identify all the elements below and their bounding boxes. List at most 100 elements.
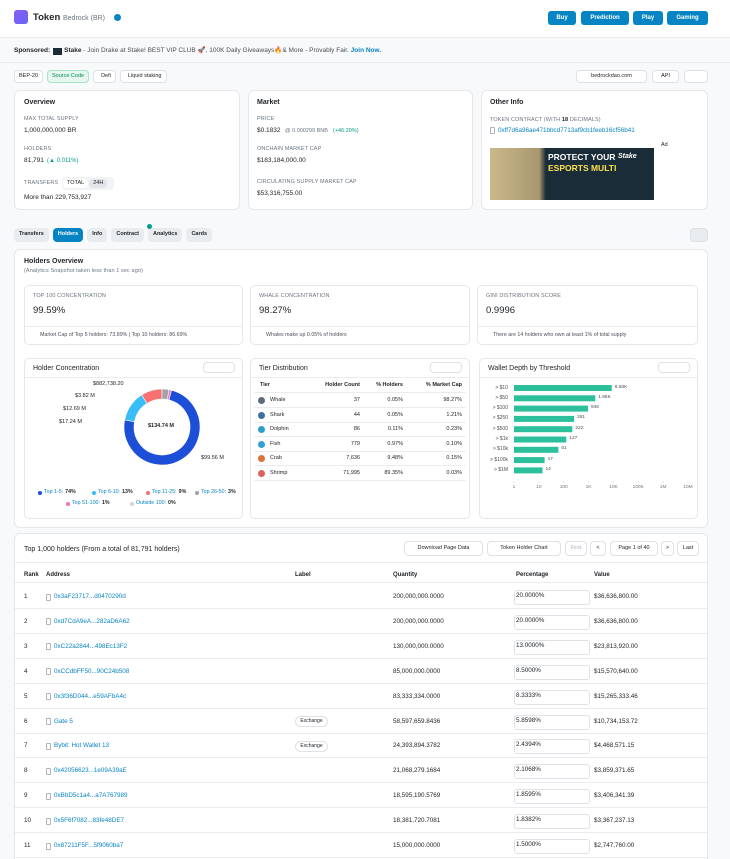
x-tick-label: 1M: [659, 485, 667, 490]
field-value: $53,316,755.00: [257, 190, 303, 197]
transfer-tab[interactable]: 24H: [89, 179, 108, 188]
nav-button[interactable]: Gaming: [667, 11, 708, 25]
sponsor-brand: Stake: [64, 47, 82, 55]
card-title: Overview: [24, 99, 56, 106]
pager-button[interactable]: Last: [677, 541, 699, 556]
pager-button[interactable]: Page 1 of 40: [610, 541, 658, 556]
ad-banner[interactable]: [490, 148, 654, 200]
view-toggle[interactable]: [658, 362, 690, 373]
x-tick-label: 10M: [683, 485, 693, 490]
nav-button[interactable]: Prediction: [581, 11, 629, 25]
search-button[interactable]: [690, 228, 708, 242]
column-header: Holder Count: [325, 382, 360, 388]
table-cell: 9: [24, 792, 28, 800]
nav-button[interactable]: Play: [633, 11, 663, 25]
holder-address[interactable]: 0xd7CdA9eA...282aD6A62: [54, 617, 130, 625]
table-cell: 200,000,000.0000: [393, 593, 444, 600]
stat-note: Market Cap of Top 5 holders: 73.89% | To…: [40, 332, 188, 338]
contract-dot: [147, 224, 152, 229]
section-title: Holders Overview: [24, 258, 84, 265]
percentage-box: [514, 764, 590, 780]
divider: [15, 857, 707, 858]
percentage-text: 8.5000%: [516, 666, 541, 674]
pager-button[interactable]: <: [590, 541, 606, 556]
tab[interactable]: Transfers: [14, 228, 49, 242]
tier-cell: 1.21%: [446, 411, 462, 418]
tab[interactable]: Holders: [52, 228, 84, 242]
tier-cell: 0.05%: [387, 397, 403, 403]
callout: $3.82 M: [75, 393, 95, 399]
table-button[interactable]: Download Page Data: [404, 541, 483, 556]
legend-dot: [130, 501, 134, 506]
tab[interactable]: Analytics: [147, 228, 183, 242]
contract-icon: [490, 127, 495, 134]
sponsor-logo: [53, 48, 63, 55]
contract-address[interactable]: 0xff7d6a96ae471bbcd7713af9cb1feeb16cf56b…: [498, 127, 635, 134]
bar: [514, 457, 545, 464]
holder-address[interactable]: 0x3aF23717...d0470290d: [54, 593, 126, 600]
pager-button[interactable]: First: [565, 541, 587, 556]
address-icon: [46, 593, 51, 601]
tier-cell: Dolphin: [270, 426, 289, 433]
divider: [478, 326, 697, 327]
tag[interactable]: Defi: [93, 70, 116, 83]
table-cell: $3,367,237.13: [594, 817, 635, 825]
tag[interactable]: Liquid staking: [119, 70, 167, 83]
holder-address[interactable]: Bybit: Hot Wallet 13: [54, 742, 110, 750]
bar-label: 127: [569, 436, 578, 441]
field-label: CIRCULATING SUPPLY MARKET CAP: [257, 179, 357, 185]
holder-address[interactable]: 0x5F6f7082...83fe48DE7: [54, 817, 125, 825]
card-title: Other Info: [490, 99, 524, 106]
table-cell: $15,265,333.46: [594, 692, 638, 700]
percentage-text: 13.0000%: [516, 641, 545, 649]
view-toggle[interactable]: [203, 362, 235, 373]
stat-label: GINI DISTRIBUTION SCORE: [486, 293, 562, 299]
nav-button[interactable]: Buy: [548, 11, 576, 25]
address-icon: [46, 842, 51, 850]
site-link[interactable]: bedrockdao.com: [576, 70, 647, 83]
tab[interactable]: Contract: [111, 228, 144, 242]
holder-address[interactable]: Gate 5: [54, 717, 73, 725]
tier-icon: [258, 397, 265, 404]
tag[interactable]: Source Code: [46, 70, 90, 83]
tier-cell: Shark: [270, 411, 285, 418]
field-label: HOLDERS: [24, 146, 52, 152]
sponsor-text: - Join Drake at Stake! BEST VIP CLUB 🚀, …: [81, 47, 351, 55]
tab[interactable]: Info: [87, 228, 108, 242]
decimals: 18: [561, 116, 569, 123]
divider: [254, 392, 466, 393]
stat-value: 98.27%: [259, 305, 292, 316]
donut-slice: [124, 394, 148, 423]
api-button[interactable]: API: [652, 70, 679, 83]
transfer-tab[interactable]: TOTAL: [63, 179, 89, 188]
tier-cell: 0.23%: [446, 426, 462, 433]
tab[interactable]: Cards: [186, 228, 213, 242]
sponsor-link[interactable]: Join Now.: [350, 47, 382, 55]
table-button[interactable]: Token Holder Chart: [487, 541, 561, 556]
address-icon: [46, 718, 51, 725]
x-tick-label: 1: [512, 485, 516, 490]
column-header: % Market Cap: [425, 382, 462, 388]
legend-dot: [146, 490, 150, 495]
menu-button[interactable]: [684, 70, 708, 83]
holder-address[interactable]: 0xC22a2844...498Ec13F2: [54, 642, 128, 650]
transfer-tabs: TOTAL 24H: [62, 177, 114, 190]
holder-address[interactable]: 0xCCdbFF50...90C24b508: [54, 667, 130, 675]
percentage-box: [514, 590, 590, 605]
holder-address[interactable]: 0xBbD5c1a4...a7A767989: [54, 792, 128, 800]
column-header: Percentage: [516, 572, 549, 578]
holder-address[interactable]: 0x3f36D044...e59AFbA4c: [54, 692, 127, 700]
chart-title: Wallet Depth by Threshold: [488, 365, 571, 372]
bar-label: 946: [590, 405, 599, 411]
token-name: Bedrock (BR): [63, 14, 106, 22]
pager-button[interactable]: >: [661, 541, 674, 556]
table-cell: 6: [24, 717, 28, 725]
divider: [15, 732, 707, 734]
holder-address[interactable]: 0x87211F5F...5f9060ba7: [54, 842, 124, 849]
legend-dot: [38, 490, 42, 495]
holder-address[interactable]: 0x42056623...1e09A39aE: [54, 767, 127, 775]
label-badge: Exchange: [295, 740, 328, 752]
view-toggle[interactable]: [430, 362, 462, 373]
tag[interactable]: BEP-20: [14, 70, 43, 83]
table-cell: 21,068,279.1684: [393, 767, 441, 775]
